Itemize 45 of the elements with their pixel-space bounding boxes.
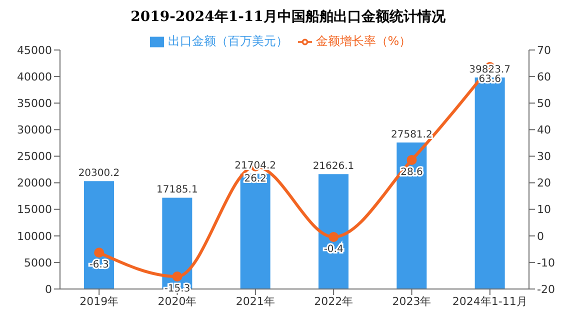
y-tick-label: 25000 bbox=[17, 150, 52, 164]
y2-tick-label: 10 bbox=[537, 203, 551, 216]
data-label: 20300.2 bbox=[78, 168, 120, 180]
point bbox=[328, 232, 339, 242]
y-tick-label: 30000 bbox=[17, 124, 52, 137]
y2-tick-label: 60 bbox=[537, 70, 551, 84]
y2-tick-label: 40 bbox=[537, 124, 551, 137]
y-tick-label: 20000 bbox=[17, 176, 52, 190]
point bbox=[406, 154, 417, 165]
bar bbox=[84, 181, 114, 289]
y2-tick-label: 50 bbox=[537, 97, 551, 110]
y-tick-label: 0 bbox=[45, 282, 52, 296]
y2-tick-label: -20 bbox=[537, 282, 555, 296]
y2-tick-label: 30 bbox=[537, 150, 551, 164]
legend-label: 出口金额（百万美元） bbox=[168, 34, 288, 48]
y2-tick-label: 70 bbox=[537, 44, 551, 57]
data-label: 26.2 bbox=[244, 173, 267, 184]
data-label: -6.3 bbox=[89, 260, 109, 271]
y-tick-label: 5000 bbox=[24, 256, 52, 270]
x-tick-label: 2020年 bbox=[158, 294, 197, 308]
y-tick-label: 35000 bbox=[17, 97, 52, 110]
x-tick-label: 2021年 bbox=[236, 294, 275, 308]
y-tick-label: 15000 bbox=[17, 203, 52, 216]
y-tick-label: 40000 bbox=[17, 70, 52, 84]
data-label: 17185.1 bbox=[156, 184, 198, 196]
y2-tick-label: 0 bbox=[537, 230, 544, 243]
x-tick-label: 2019年 bbox=[80, 294, 119, 308]
y-tick-label: 10000 bbox=[17, 230, 52, 243]
y-tick-label: 45000 bbox=[17, 44, 52, 57]
data-label: 21626.1 bbox=[312, 161, 354, 172]
legend-label: 金额增长率（%） bbox=[316, 34, 412, 48]
x-tick-label: 2023年 bbox=[392, 294, 432, 308]
data-label: 27581.2 bbox=[390, 130, 432, 141]
bar bbox=[396, 142, 427, 289]
y2-tick-label: 20 bbox=[537, 176, 551, 190]
bar bbox=[240, 174, 270, 289]
y2-tick-label: -10 bbox=[537, 256, 555, 270]
x-tick-label: 2022年 bbox=[314, 294, 354, 308]
chart-title: 2019-2024年1-11月中国船舶出口金额统计情况 bbox=[130, 8, 446, 27]
data-label: -0.4 bbox=[324, 244, 344, 256]
data-label: -15.3 bbox=[164, 284, 190, 295]
bar bbox=[318, 174, 348, 289]
point bbox=[94, 248, 104, 258]
point bbox=[172, 272, 182, 282]
x-tick-label: 2024年1-11月 bbox=[452, 294, 528, 308]
